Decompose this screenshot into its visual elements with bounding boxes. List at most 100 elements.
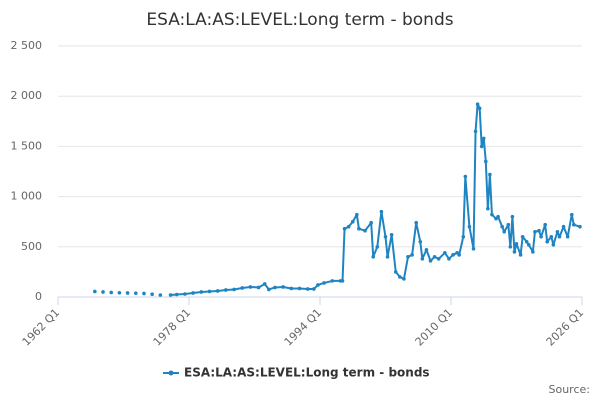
point [297,286,302,291]
point [500,224,504,229]
point [578,224,582,229]
point [514,241,519,246]
point [240,286,245,290]
point [371,255,376,259]
point [346,224,351,229]
legend-label: ESA:LA:AS:LEVEL:Long term - bonds [184,366,430,380]
point [101,290,105,294]
point [273,285,277,290]
point [463,174,468,179]
point [555,229,560,234]
point [569,212,574,217]
point [379,209,384,214]
point [158,293,163,297]
point [305,287,310,291]
point [117,290,122,295]
point [215,289,220,293]
point [93,289,97,294]
point [471,247,476,251]
point [488,172,492,177]
point [457,253,461,257]
chart-title: ESA:LA:AS:LEVEL:Long term - bonds [146,10,453,30]
point [520,234,525,239]
series-line [170,103,581,296]
point [207,289,212,294]
point [483,159,488,164]
point [199,290,204,294]
point [109,290,114,295]
point [398,275,402,279]
point [174,292,179,297]
point [281,285,285,289]
point [410,253,414,257]
point [191,291,195,295]
point [340,279,345,283]
point [518,253,523,257]
y-tick-label: 500 [21,240,42,253]
x-tick-label: 2026 Q1 [544,306,587,349]
point [232,287,236,292]
point [508,245,513,249]
point [133,291,138,295]
point [510,214,515,219]
point [502,229,507,234]
point [424,248,429,252]
point [342,226,347,231]
point [432,255,437,259]
y-tick-label: 2 000 [11,89,43,102]
source: Source: [549,383,591,396]
point [447,257,451,261]
x-tick-label: 1978 Q1 [151,306,194,349]
point [531,250,535,254]
point [533,229,537,234]
point [322,281,326,285]
point [524,239,529,244]
point [436,257,441,261]
point [561,224,566,229]
point [385,255,390,259]
point [543,222,547,227]
point [545,239,550,244]
point [506,222,511,227]
point [526,242,531,247]
point [267,287,271,292]
point [549,234,554,239]
point [168,293,173,297]
point [316,283,320,287]
point [477,106,482,111]
point [565,234,570,239]
x-tick-label: 2010 Q1 [413,306,456,349]
point [389,232,394,237]
point [224,288,228,292]
point [481,136,486,141]
x-tick-label: 1962 Q1 [20,306,63,349]
y-tick-label: 0 [35,290,42,303]
point [451,253,455,257]
point [312,287,316,291]
y-tick-label: 1 000 [11,190,43,203]
point [496,214,500,219]
point [150,292,154,296]
point [375,245,380,249]
point [557,234,562,239]
legend-marker [168,370,174,376]
point [479,144,484,149]
x-tick-label: 1994 Q1 [282,306,325,349]
point [512,250,517,254]
point [369,220,373,225]
point [125,291,130,295]
point [551,242,556,247]
point [473,129,478,134]
point [363,228,367,233]
point [256,285,261,290]
point [142,291,146,296]
point [355,212,359,217]
point [289,286,294,291]
point [539,234,543,239]
point [357,226,361,231]
point [350,219,355,224]
point [537,228,541,233]
point [248,285,253,289]
point [330,279,335,283]
